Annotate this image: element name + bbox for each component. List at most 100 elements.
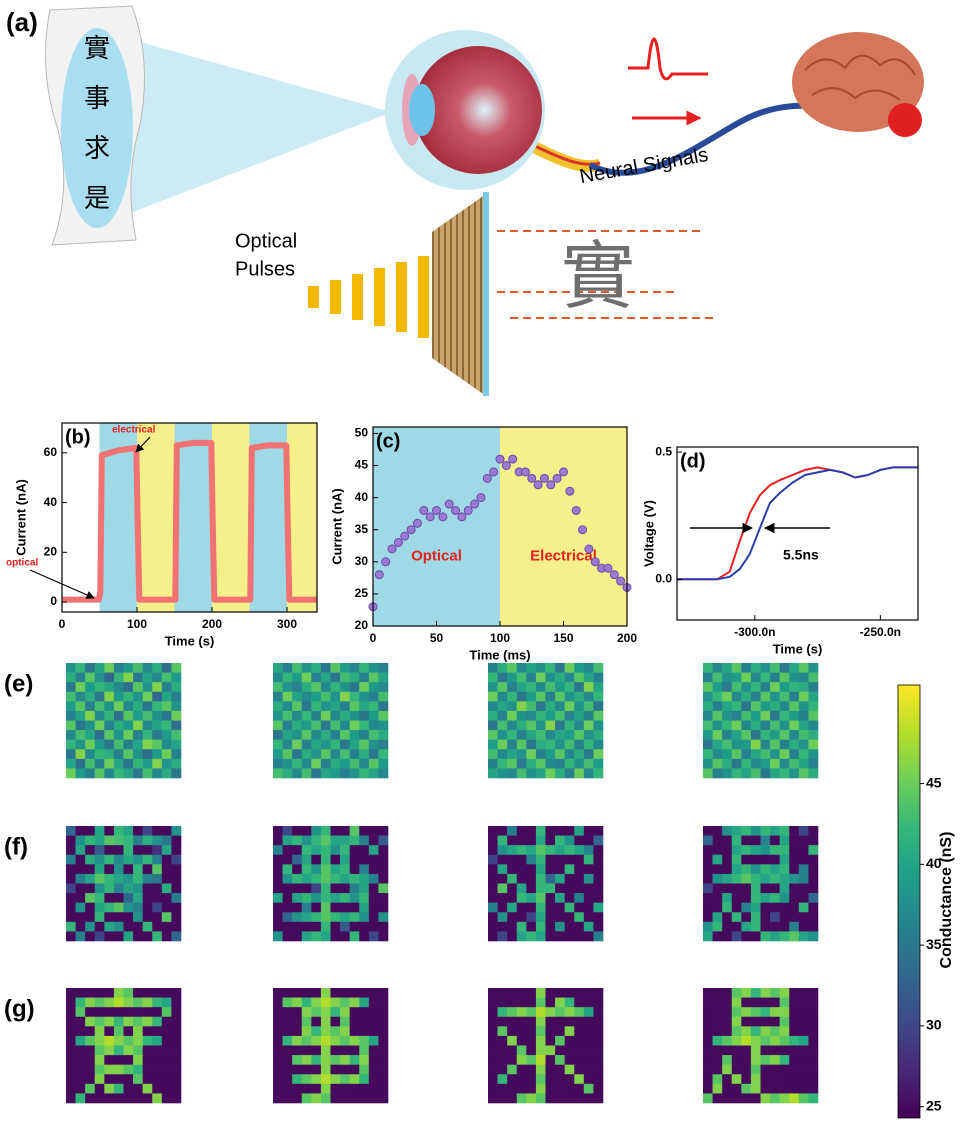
heatmap-cell [369,912,379,922]
heatmap-cell [152,864,162,874]
heatmap-cell [584,845,594,855]
heatmap-cell [565,749,575,759]
heatmap-cell [703,692,713,702]
heatmap-cell [555,721,565,731]
heatmap-cell [104,826,114,836]
heatmap-cell [761,701,771,711]
heatmap-cell [780,663,790,673]
heatmap-cell [321,845,331,855]
heatmap-cell [555,903,565,913]
heatmap-cell [331,836,341,846]
heatmap-cell [546,893,556,903]
heatmap-cell [555,826,565,836]
heatmap-cell [133,1017,143,1027]
heatmap-cell [95,845,105,855]
heatmap-cell [526,701,536,711]
heatmap-cell [340,1084,350,1094]
heatmap-cell [321,740,331,750]
heatmap-cell [770,682,780,692]
heatmap-cell [584,1026,594,1036]
heatmap-cell [114,759,124,769]
heatmap-cell [76,768,86,778]
heatmap-cell [171,931,181,941]
region-label: Optical [411,547,462,564]
heatmap-cell [488,845,498,855]
heatmap-cell [593,922,603,932]
heatmap-cell [761,1017,771,1027]
heatmap-cell [565,855,575,865]
heatmap-cell [546,1055,556,1065]
heatmap-cell [359,998,369,1008]
heatmap-cell [536,730,546,740]
heatmap-cell [546,922,556,932]
heatmap-cell [378,893,388,903]
heatmap-cell [789,855,799,865]
heatmap-cell [751,730,761,740]
heatmap-cell [722,826,732,836]
heatmap-cell [770,1036,780,1046]
heatmap-cell [85,864,95,874]
heatmap-cell [162,893,172,903]
heatmap-cell [85,1093,95,1103]
heatmap-cell [350,1093,360,1103]
heatmap-cell [808,663,818,673]
heatmap-cell [340,988,350,998]
data-point [610,571,618,579]
heatmap-cell [799,1026,809,1036]
heatmap-cell [321,1007,331,1017]
heatmap-cell [162,864,172,874]
heatmap-cell [283,1084,293,1094]
heatmap-cell [536,845,546,855]
row-label: (g) [4,995,35,1022]
heatmap-cell [331,912,341,922]
heatmap-cell [517,663,527,673]
heatmap-cell [292,663,302,673]
heatmap-cell [114,1036,124,1046]
heatmap-cell [546,682,556,692]
row-label: (f) [4,833,28,860]
heatmap-cell [584,836,594,846]
heatmap-cell [143,1026,153,1036]
heatmap-cell [133,998,143,1008]
heatmap-cell [152,730,162,740]
heatmap-cell [76,1046,86,1056]
x-tick-label: 200 [202,617,222,631]
heatmap-cell [104,1007,114,1017]
heatmap-cell [114,922,124,932]
heatmap-cell [321,749,331,759]
heatmap-cell [302,998,312,1008]
heatmap-cell [76,1055,86,1065]
heatmap-cell [799,998,809,1008]
heatmap-cell [152,1084,162,1094]
heatmap-cell [302,1007,312,1017]
heatmap-cell [713,864,723,874]
heatmap-cell [76,721,86,731]
colorbar-label: Conductance (nS) [938,832,955,969]
heatmap-cell [378,1036,388,1046]
heatmap-cell [507,1055,517,1065]
heatmap-cell [85,701,95,711]
heatmap-cell [732,893,742,903]
heatmap-cell [574,884,584,894]
heatmap-cell [713,1017,723,1027]
heatmap-cell [114,673,124,683]
heatmap-cell [311,711,321,721]
heatmap-cell [283,845,293,855]
heatmap-cell [124,730,134,740]
heatmap-cell [340,884,350,894]
heatmap-cell [85,922,95,932]
heatmap-cell [517,998,527,1008]
heatmap-cell [732,874,742,884]
heatmap-cell [85,931,95,941]
heatmap-cell [311,845,321,855]
heatmap-cell [359,1026,369,1036]
heatmap-cell [498,711,508,721]
heatmap-cell [143,922,153,932]
heatmap-cell [171,768,181,778]
heatmap-cell [162,912,172,922]
heatmap-cell [732,730,742,740]
heatmap-cell [722,749,732,759]
heatmap-cell [66,826,76,836]
heatmap-cell [124,1074,134,1084]
heatmap-cell [732,1093,742,1103]
